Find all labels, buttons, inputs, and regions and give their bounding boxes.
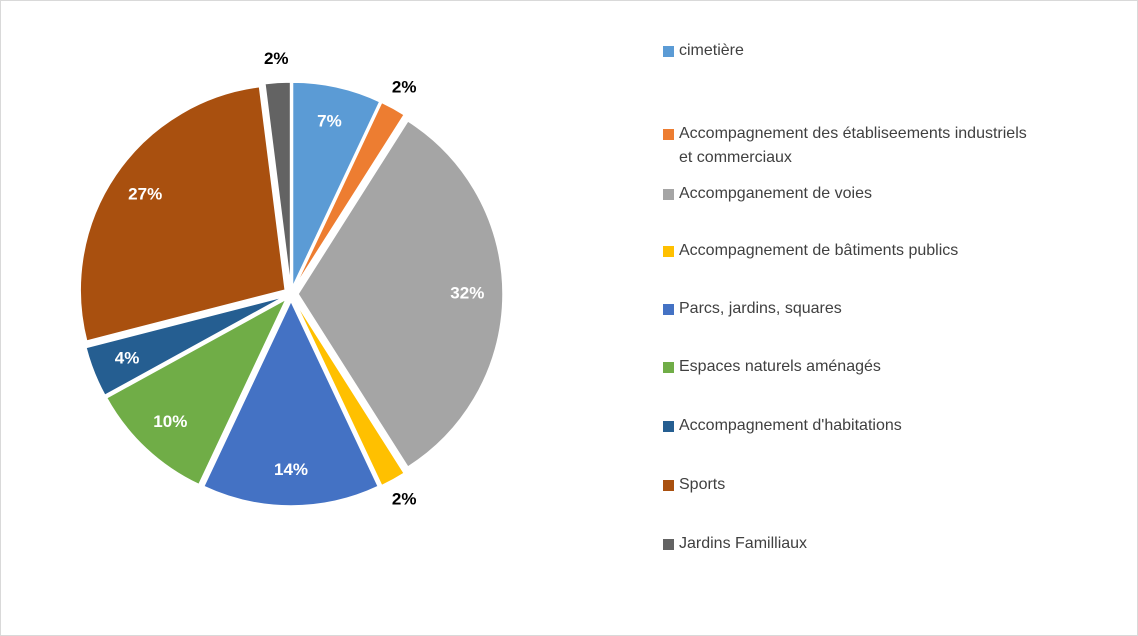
legend-item: Sports — [663, 473, 1029, 497]
legend-swatch — [663, 129, 674, 140]
legend-swatch — [663, 362, 674, 373]
legend-label: Accompagnement d'habitations — [679, 417, 902, 434]
legend-swatch — [663, 480, 674, 491]
legend-label: Accompganement de voies — [679, 185, 872, 202]
pie-slice — [297, 119, 504, 469]
legend-swatch — [663, 421, 674, 432]
pie-slice — [85, 295, 285, 397]
pie-slice — [293, 299, 406, 487]
data-label: 7% — [317, 111, 342, 130]
data-label: 4% — [115, 348, 140, 367]
legend-label: Jardins Familliaux — [679, 535, 808, 552]
legend-item: Accompagnement des établiseements indust… — [663, 122, 1029, 170]
legend-item: Accompagnement d'habitations — [663, 414, 1029, 438]
legend-label: Parcs, jardins, squares — [679, 300, 842, 317]
data-label: 10% — [153, 412, 187, 431]
pie-slice — [105, 297, 288, 486]
legend-swatch — [663, 46, 674, 57]
data-label: 27% — [128, 184, 162, 203]
pie-area: 7% 2% 32% 2% 14% 10% 4% 27% 2% — [79, 49, 504, 508]
legend-item: Jardins Familliaux — [663, 532, 1029, 556]
legend-item: Accompganement de voies — [663, 182, 1029, 206]
legend-item: Accompagnement de bâtiments publics — [663, 239, 1029, 263]
legend-swatch — [663, 304, 674, 315]
data-label: 2% — [392, 489, 417, 508]
data-label: 32% — [450, 283, 484, 302]
pie-slice — [293, 101, 406, 289]
legend-label: cimetière — [679, 42, 744, 59]
legend-label: Sports — [679, 476, 726, 493]
legend-swatch — [663, 539, 674, 550]
legend-item: Espaces naturels aménagés — [663, 355, 1029, 379]
data-label: 14% — [274, 460, 308, 479]
pie-slice — [202, 299, 380, 507]
legend-item: cimetière — [663, 39, 1029, 63]
legend-label: Accompagnement des établiseements indust… — [679, 125, 1027, 166]
data-label: 2% — [392, 78, 417, 97]
pie-slice — [291, 81, 381, 288]
data-label: 2% — [264, 49, 289, 68]
legend-label: Accompagnement de bâtiments publics — [679, 242, 959, 259]
legend-swatch — [663, 246, 674, 257]
legend-item: Parcs, jardins, squares — [663, 297, 1029, 321]
legend-swatch — [663, 189, 674, 200]
pie-slice — [264, 81, 292, 288]
legend-label: Espaces naturels aménagés — [679, 358, 881, 375]
pie-slice — [79, 85, 287, 342]
